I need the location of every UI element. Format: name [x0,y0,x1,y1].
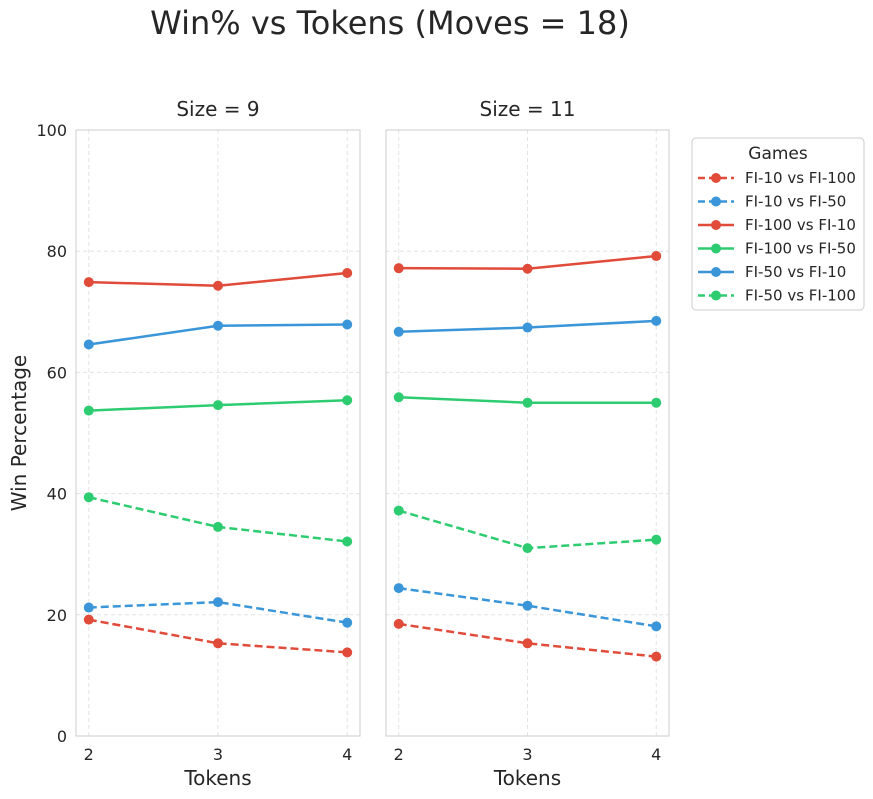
data-point [83,405,94,416]
x-tick-label: 4 [342,745,352,764]
series-fi-100-vs-fi-50 [83,395,353,416]
data-point [342,395,353,406]
y-tick-label: 100 [36,121,67,140]
data-point [651,651,662,662]
data-point [83,614,94,625]
legend-title: Games [748,144,808,164]
data-point [522,543,533,554]
series-fi-50-vs-fi-100 [83,492,353,547]
legend-marker [711,243,721,254]
series-fi-50-vs-fi-10 [393,315,662,337]
series-fi-10-vs-fi-50 [393,583,662,632]
series-fi-10-vs-fi-100 [393,618,662,662]
legend-entry-fi-100-vs-fi-10: FI-100 vs FI-10 [698,216,856,234]
y-tick-label: 60 [47,363,67,382]
data-point [213,597,223,608]
data-point [83,492,94,503]
data-point [393,392,404,403]
data-point [342,536,353,547]
legend-frame [691,137,865,311]
legend-label: FI-100 vs FI-10 [745,216,856,234]
legend: Games FI-10 vs FI-100 FI-10 vs FI-50 FI-10… [691,137,865,311]
series-line [88,600,348,624]
data-point [83,339,94,350]
subplot-title: Size = 11 [480,97,576,121]
data-point [651,397,662,408]
legend-label: FI-100 vs FI-50 [745,240,856,258]
x-tick-label: 2 [84,745,94,764]
subplot-title: Size = 9 [176,97,259,121]
data-point [393,505,404,516]
legend-label: FI-50 vs FI-10 [745,263,846,281]
series-fi-10-vs-fi-100 [83,614,353,658]
plot-frame [385,129,670,737]
data-point [213,320,223,331]
legend-entry-fi-50-vs-fi-100: FI-50 vs FI-100 [698,287,856,305]
subplot-size-11: Size = 11 2 3 4 Tokens [385,97,670,790]
y-axis-label: Win Percentage [7,355,31,511]
series-fi-100-vs-fi-50 [393,392,662,408]
y-tick-label: 80 [47,242,67,261]
x-axis-label: Tokens [183,766,251,790]
data-point [342,268,353,279]
legend-marker [711,196,721,207]
y-tick-label: 20 [47,606,67,625]
y-tick-label: 0 [57,727,67,746]
y-tick-label: 40 [47,485,67,504]
data-point [83,277,94,288]
data-point [342,319,353,330]
data-point [651,251,662,262]
data-point [393,263,404,274]
series-fi-100-vs-fi-10 [393,251,662,274]
series-line [398,586,657,628]
legend-label: FI-10 vs FI-50 [745,193,846,211]
data-point [342,647,353,658]
legend-entry-fi-100-vs-fi-50: FI-100 vs FI-50 [698,240,856,258]
legend-marker [711,173,721,183]
data-point [522,638,533,649]
legend-marker [711,267,721,277]
legend-marker [711,290,721,301]
data-point [213,280,223,291]
data-point [213,400,223,411]
data-point [651,621,662,632]
data-point [651,315,662,326]
data-point [83,602,94,613]
x-tick-label: 2 [394,745,404,764]
data-point [393,618,404,629]
series-fi-10-vs-fi-50 [83,597,353,628]
legend-entry-fi-10-vs-fi-50: FI-10 vs FI-50 [698,193,846,211]
x-tick-label: 3 [522,745,532,764]
x-tick-label: 4 [651,745,661,764]
series-fi-50-vs-fi-100 [393,505,662,554]
data-point [393,326,404,337]
data-point [522,600,533,611]
data-point [522,397,533,408]
legend-entry-fi-50-vs-fi-10: FI-50 vs FI-10 [698,263,846,281]
legend-label: FI-50 vs FI-100 [745,287,856,305]
series-fi-100-vs-fi-10 [83,268,353,291]
plot-frame [75,129,361,737]
data-point [522,322,533,333]
legend-entry-fi-10-vs-fi-100: FI-10 vs FI-100 [698,169,856,187]
data-point [522,263,533,274]
data-point [213,521,223,532]
series-line [398,622,657,658]
series-fi-50-vs-fi-10 [83,319,353,350]
series-line [88,618,348,654]
data-point [651,534,662,545]
figure-title: Win% vs Tokens (Moves = 18) [150,4,630,42]
x-axis-label: Tokens [493,766,561,790]
legend-marker [711,220,721,230]
data-point [213,638,223,649]
data-point [393,583,404,594]
data-point [342,617,353,628]
x-tick-label: 3 [213,745,223,764]
legend-label: FI-10 vs FI-100 [745,169,856,187]
